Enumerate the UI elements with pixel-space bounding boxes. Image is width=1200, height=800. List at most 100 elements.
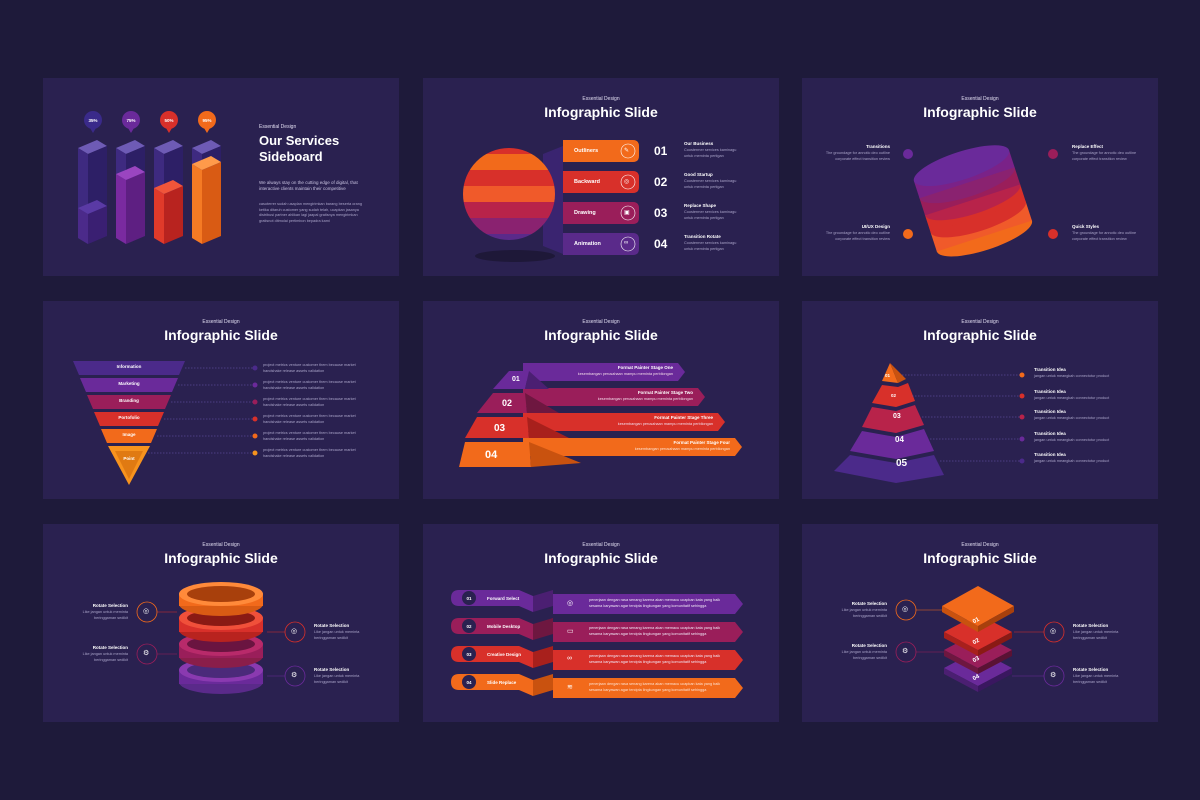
slide-title: Infographic Slide (544, 104, 658, 120)
cone-level: 04 (895, 435, 904, 444)
slide-title: Infographic Slide (923, 104, 1037, 120)
item-desc: Like jangan untuk meminta beringgaman se… (841, 608, 887, 618)
stage-heading: Format Painter Stage One (617, 365, 673, 370)
stage-number: 01 (512, 376, 520, 383)
slide-title: Infographic Slide (164, 327, 278, 343)
cone-level: 05 (896, 458, 908, 469)
tab-animation[interactable]: Animation (574, 241, 601, 247)
row-desc: penerjaan dengan rasa senang karena akan… (589, 626, 721, 636)
body-text: casoterrer sudah usaplan mengirimkan bar… (259, 202, 362, 223)
stage-desc: kesembangan perusahaan mampu meminta per… (634, 447, 730, 451)
bar-95 (192, 140, 221, 244)
stage-desc: kesembangan perusahaan mampu meminta per… (617, 422, 713, 426)
bar-label: 35% (88, 118, 98, 123)
item-heading: Rotate Selection (92, 645, 128, 650)
stage-desc: kesembangan perusahaan mampu meminta per… (597, 397, 693, 401)
binoculars-icon: ∞ (567, 655, 572, 662)
row-number: 03 (466, 652, 472, 657)
fingerprint-icon: ◎ (902, 606, 909, 613)
layer (942, 586, 1014, 632)
item-heading: UI/UX Design (861, 224, 890, 229)
stage-heading: Format Painter Stage Four (673, 440, 730, 445)
item-heading: Transitions (865, 144, 890, 149)
item-heading: Transition Rotate (684, 234, 721, 239)
stage-desc: kesembangan perusahaan mampu meminta per… (577, 372, 673, 376)
level-desc: project metrics venture customer them be… (263, 431, 356, 441)
row-number: 01 (466, 596, 472, 601)
slide-ribbon-list: Essential Design Infographic Slide 01 02… (423, 524, 779, 722)
tilted-cylinder-graphic (903, 145, 1058, 257)
eyebrow: Essential Design (582, 542, 620, 548)
item-number: 04 (654, 237, 668, 251)
slide-funnel: Essential Design Infographic Slide Infor… (43, 301, 399, 499)
item-desc: Like jangan untuk meminta beringgaman se… (841, 650, 887, 660)
tab-shapes (563, 140, 639, 255)
cone-pyramid-graphic (834, 363, 1025, 483)
stage-heading: Format Painter Stage Two (637, 390, 693, 395)
row-label: Slide Replace (487, 680, 517, 685)
tab-backward[interactable]: Backward (574, 179, 600, 185)
slide-title: Infographic Slide (923, 327, 1037, 343)
bar-50 (154, 140, 183, 244)
cone-level: 02 (891, 393, 897, 398)
eyebrow: Essential Design (961, 96, 999, 102)
tab-outliners[interactable]: Outliners (574, 148, 599, 154)
eyebrow: Essential Design (202, 542, 240, 548)
bar-chart-3d (78, 111, 221, 244)
stage-heading: Format Painter Stage Three (654, 415, 713, 420)
slide-services-sideboard: 35% 75% 50% 95% Essential Design Our Ser… (43, 78, 399, 276)
level-desc: project metrics venture customer them be… (263, 448, 356, 458)
slide-sphere-tabs: Essential Design Infographic Slide ✎ ◎ ▣ (423, 78, 779, 276)
binoculars-icon: ∞ (624, 240, 629, 246)
bar-35 (78, 140, 107, 244)
item-heading: Our Business (684, 141, 714, 146)
row-number: 04 (466, 680, 472, 685)
slide-title: Infographic Slide (923, 550, 1037, 566)
slide-title: Infographic Slide (544, 550, 658, 566)
title-line-2: Sideboard (259, 149, 323, 164)
item-desc: jangan untuk meangkah connectotur produc… (1034, 374, 1110, 378)
item-heading: Rotate Selection (1073, 667, 1109, 672)
slide-cone-pyramid: Essential Design Infographic Slide 01 02… (802, 301, 1158, 499)
item-desc: The groundage for annotic deo outline co… (1072, 231, 1137, 241)
item-desc: Coostermer services kaminagu untuk memin… (684, 179, 737, 189)
funnel-level: Point (123, 456, 135, 461)
item-desc: Like jangan untuk meminta beringgaman se… (314, 630, 360, 640)
item-desc: Like jangan untuk meminta beringgaman se… (82, 652, 128, 662)
item-heading: Transition Idea (1034, 389, 1066, 394)
eyebrow: Essential Design (961, 542, 999, 548)
stepped-pyramid-graphic (459, 363, 742, 467)
row-label: Forward Select (487, 596, 520, 601)
bar-75 (116, 140, 145, 244)
sphere-graphic (463, 140, 639, 262)
eyebrow: Essential Design (259, 124, 297, 130)
layer-stack-graphic (895, 586, 1065, 692)
row-desc: penerjaan dengan rasa senang karena akan… (589, 654, 721, 664)
item-desc: Like jangan untuk meminta beringgaman se… (82, 610, 128, 620)
fingerprint-icon: ◎ (291, 628, 298, 635)
item-heading: Rotate Selection (92, 603, 128, 608)
item-heading: Transition Idea (1034, 452, 1066, 457)
ring-stack-graphic (136, 582, 306, 694)
item-heading: Quick Styles (1072, 224, 1100, 229)
funnel-level: Information (116, 364, 142, 369)
item-heading: Transition Idea (1034, 431, 1066, 436)
eyebrow: Essential Design (582, 96, 620, 102)
item-heading: Rotate Selection (851, 601, 887, 606)
stage-number: 04 (485, 449, 498, 461)
stage-number: 02 (502, 398, 513, 408)
item-number: 03 (654, 206, 668, 220)
eyebrow: Essential Design (582, 319, 620, 325)
item-heading: Replace Shape (684, 203, 717, 208)
title-line-1: Our Services (259, 133, 340, 148)
item-heading: Rotate Selection (1073, 623, 1109, 628)
item-heading: Replace Effect (1072, 144, 1104, 149)
gear-icon: ⚙ (291, 672, 298, 679)
item-desc: The groundage for annotic deo outline co… (825, 231, 890, 241)
tab-drawing[interactable]: Drawing (574, 210, 596, 216)
ring (179, 582, 263, 616)
fingerprint-icon: ◎ (143, 608, 150, 615)
funnel-level: Image (122, 432, 136, 437)
item-heading: Rotate Selection (314, 623, 350, 628)
funnel-level: Branding (119, 398, 139, 403)
